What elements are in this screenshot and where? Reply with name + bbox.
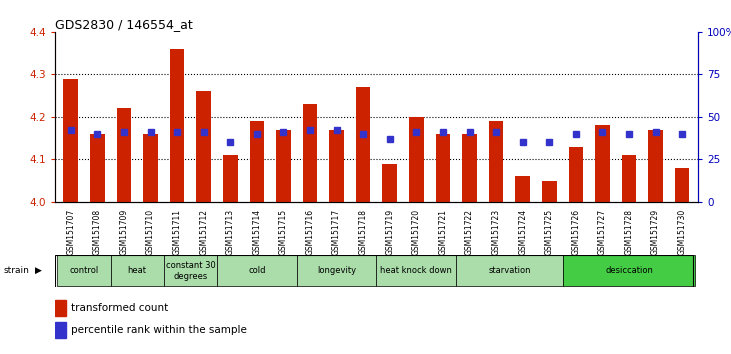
Bar — [648, 130, 663, 202]
Text: GSM151714: GSM151714 — [252, 209, 262, 255]
Bar — [110, 255, 164, 286]
Text: GSM151730: GSM151730 — [678, 209, 686, 255]
Bar — [249, 121, 264, 202]
Text: GSM151710: GSM151710 — [146, 209, 155, 255]
Bar — [621, 155, 636, 202]
Text: GSM151721: GSM151721 — [439, 209, 447, 255]
Bar — [90, 134, 105, 202]
Text: GSM151711: GSM151711 — [173, 209, 181, 255]
Text: heat: heat — [128, 266, 147, 275]
Text: GSM151723: GSM151723 — [491, 209, 501, 255]
Bar — [376, 255, 456, 286]
Bar — [456, 255, 563, 286]
Text: strain: strain — [4, 266, 29, 275]
Text: longevity: longevity — [317, 266, 356, 275]
Bar — [217, 255, 297, 286]
Bar — [409, 117, 424, 202]
Bar — [569, 147, 583, 202]
Bar — [382, 164, 397, 202]
Bar — [197, 91, 211, 202]
Bar — [595, 125, 610, 202]
Bar — [55, 300, 66, 316]
Text: GSM151729: GSM151729 — [651, 209, 660, 255]
Text: cold: cold — [248, 266, 265, 275]
Bar — [462, 134, 477, 202]
Text: GDS2830 / 146554_at: GDS2830 / 146554_at — [55, 18, 192, 31]
Bar — [170, 49, 184, 202]
Bar — [276, 130, 291, 202]
Bar — [515, 176, 530, 202]
Text: GSM151724: GSM151724 — [518, 209, 527, 255]
Text: GSM151709: GSM151709 — [119, 209, 129, 255]
Bar — [164, 255, 217, 286]
Text: constant 30
degrees: constant 30 degrees — [165, 261, 215, 280]
Bar — [329, 130, 344, 202]
Text: control: control — [69, 266, 99, 275]
Text: GSM151727: GSM151727 — [598, 209, 607, 255]
Bar — [436, 134, 450, 202]
Text: GSM151720: GSM151720 — [412, 209, 421, 255]
Text: GSM151725: GSM151725 — [545, 209, 554, 255]
Text: transformed count: transformed count — [71, 303, 169, 313]
Bar — [563, 255, 695, 286]
Bar — [58, 255, 110, 286]
Text: GSM151719: GSM151719 — [385, 209, 394, 255]
Bar — [55, 321, 66, 338]
Text: GSM151726: GSM151726 — [572, 209, 580, 255]
Bar — [64, 79, 78, 202]
Bar — [356, 87, 371, 202]
Bar — [223, 155, 238, 202]
Text: heat knock down: heat knock down — [380, 266, 452, 275]
Text: starvation: starvation — [488, 266, 531, 275]
Text: percentile rank within the sample: percentile rank within the sample — [71, 325, 247, 335]
Text: GSM151708: GSM151708 — [93, 209, 102, 255]
Text: GSM151717: GSM151717 — [332, 209, 341, 255]
Bar — [117, 108, 132, 202]
Bar — [143, 134, 158, 202]
Bar — [489, 121, 504, 202]
Bar — [542, 181, 556, 202]
Text: GSM151728: GSM151728 — [624, 209, 634, 255]
Bar — [297, 255, 376, 286]
Bar — [303, 104, 317, 202]
Text: ▶: ▶ — [35, 266, 42, 275]
Text: GSM151713: GSM151713 — [226, 209, 235, 255]
Text: GSM151722: GSM151722 — [465, 209, 474, 255]
Text: GSM151712: GSM151712 — [199, 209, 208, 255]
Bar — [675, 168, 689, 202]
Text: GSM151715: GSM151715 — [279, 209, 288, 255]
Text: GSM151718: GSM151718 — [359, 209, 368, 255]
Text: GSM151716: GSM151716 — [306, 209, 314, 255]
Text: GSM151707: GSM151707 — [67, 209, 75, 255]
Text: desiccation: desiccation — [605, 266, 653, 275]
